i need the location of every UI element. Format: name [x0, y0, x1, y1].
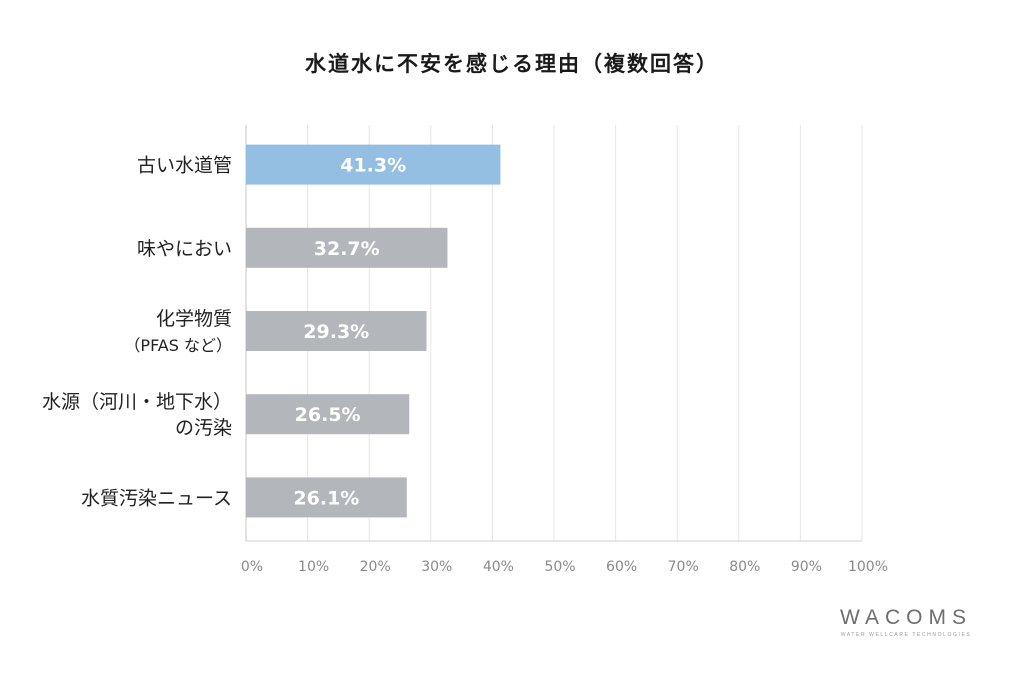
- category-label: （PFAS など）: [124, 336, 232, 355]
- bar-value-label: 32.7%: [314, 238, 380, 260]
- brand-name: WACOMS: [839, 606, 973, 629]
- bar: [246, 144, 501, 185]
- x-tick-label: 100%: [848, 559, 888, 575]
- bar-value-label: 26.1%: [293, 487, 359, 509]
- x-tick-label: 90%: [791, 559, 822, 575]
- bar: [246, 477, 407, 518]
- bar-value-label: 29.3%: [303, 321, 369, 343]
- brand-tagline: WATER WELLCARE TECHNOLOGIES: [840, 632, 972, 638]
- category-label: 水源（河川・地下水）: [42, 391, 232, 413]
- chart-title: 水道水に不安を感じる理由（複数回答）: [305, 52, 719, 76]
- x-tick-label: 10%: [298, 559, 329, 575]
- category-label: の汚染: [175, 417, 232, 439]
- category-label: 化学物質: [156, 308, 232, 330]
- x-tick-label: 20%: [360, 559, 391, 575]
- bar: [246, 227, 448, 268]
- x-tick-label: 30%: [421, 559, 452, 575]
- bar-value-label: 41.3%: [340, 155, 406, 177]
- category-label: 古い水道管: [137, 155, 232, 177]
- bar: [246, 311, 427, 351]
- bar-value-label: 26.5%: [295, 404, 361, 426]
- x-tick-label: 70%: [668, 559, 699, 575]
- brand-logo: WACOMS WATER WELLCARE TECHNOLOGIES: [836, 606, 976, 638]
- x-tick-label: 80%: [729, 559, 760, 575]
- x-tick-label: 40%: [483, 559, 514, 575]
- x-tick-labels: 0% 10% 20% 30% 40% 50% 60% 70% 80% 90% 100%: [241, 559, 888, 575]
- category-label: 味やにおい: [137, 238, 232, 260]
- x-tick-label: 0%: [241, 559, 263, 575]
- bar: [246, 394, 410, 435]
- x-tick-label: 60%: [606, 559, 637, 575]
- x-tick-label: 50%: [544, 559, 575, 575]
- category-label: 水質汚染ニュース: [81, 487, 232, 509]
- bars: 41.3% 32.7% 29.3% 26.5% 26.1%: [246, 144, 501, 518]
